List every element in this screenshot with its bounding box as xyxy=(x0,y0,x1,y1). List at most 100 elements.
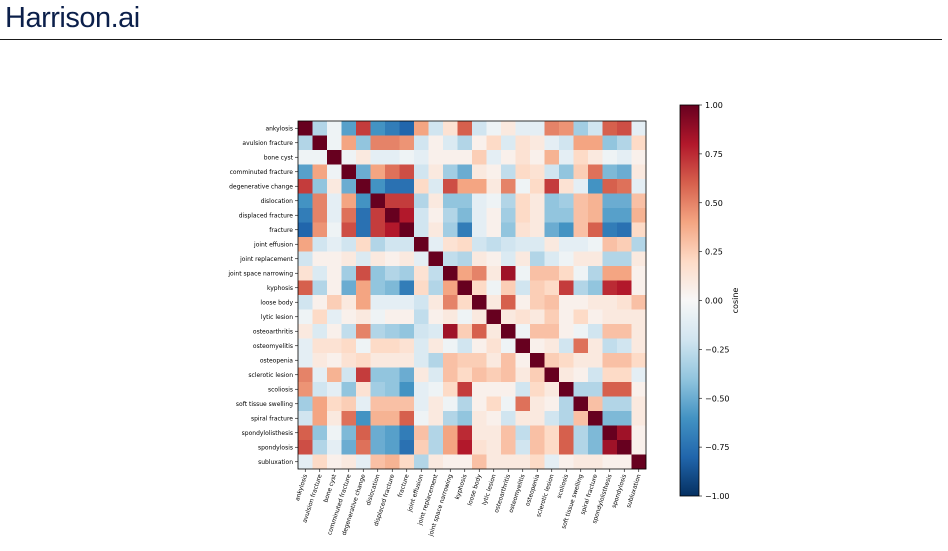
heatmap-cell xyxy=(356,338,371,354)
y-tick-label: osteoarthritis xyxy=(253,328,293,335)
heatmap-cell xyxy=(298,396,313,412)
y-tick-label: spondylolisthesis xyxy=(242,430,293,437)
heatmap-cell xyxy=(298,367,313,383)
heatmap-cell xyxy=(472,411,487,426)
heatmap-cell xyxy=(414,338,429,354)
heatmap-cell xyxy=(486,295,502,310)
heatmap-cell xyxy=(588,338,603,354)
heatmap-cell xyxy=(559,396,574,412)
heatmap-cell xyxy=(443,440,458,455)
heatmap-cell xyxy=(631,150,647,165)
heatmap-cell xyxy=(486,251,502,267)
heatmap-cell xyxy=(544,135,560,151)
heatmap-cell xyxy=(356,121,371,136)
heatmap-cell xyxy=(631,222,647,238)
heatmap-cell xyxy=(588,121,603,136)
heatmap-cell xyxy=(385,382,400,397)
heatmap-cell xyxy=(472,367,487,383)
heatmap-cell xyxy=(472,164,487,180)
heatmap-cell xyxy=(573,251,589,267)
heatmap-cell xyxy=(399,208,415,223)
heatmap-cell xyxy=(443,367,458,383)
heatmap-cell xyxy=(617,454,632,470)
heatmap-cell xyxy=(515,411,531,426)
heatmap-cell xyxy=(457,309,473,325)
heatmap-cell xyxy=(428,266,444,281)
heatmap-cell xyxy=(631,425,647,441)
heatmap-cell xyxy=(559,425,574,441)
heatmap-cell xyxy=(472,353,487,368)
heatmap-cell xyxy=(356,208,371,223)
heatmap-cell xyxy=(443,353,458,368)
heatmap-cell xyxy=(573,222,589,238)
heatmap-cell xyxy=(428,324,444,339)
heatmap-cell xyxy=(341,135,357,151)
heatmap-cell xyxy=(530,440,545,455)
heatmap-cell xyxy=(312,425,328,441)
heatmap-cell xyxy=(617,353,632,368)
heatmap-cell xyxy=(501,353,516,368)
heatmap-cell xyxy=(327,338,342,354)
heatmap-cell xyxy=(617,280,632,296)
heatmap-cell xyxy=(588,208,603,223)
y-tick-label: loose body xyxy=(260,299,293,306)
heatmap-cell xyxy=(486,353,502,368)
heatmap-cell xyxy=(356,353,371,368)
heatmap-cell xyxy=(457,222,473,238)
heatmap-cell xyxy=(298,425,313,441)
heatmap-cell xyxy=(588,309,603,325)
heatmap-cell xyxy=(399,295,415,310)
heatmap-cell xyxy=(298,135,313,151)
heatmap-cell xyxy=(486,411,502,426)
heatmap-cell xyxy=(370,324,386,339)
heatmap-cell xyxy=(501,425,516,441)
heatmap-cell xyxy=(356,454,371,470)
heatmap-cell xyxy=(573,353,589,368)
heatmap-cell xyxy=(327,280,342,296)
heatmap-cell xyxy=(530,382,545,397)
heatmap-cell xyxy=(501,280,516,296)
heatmap-cell xyxy=(617,208,632,223)
heatmap-cell xyxy=(631,309,647,325)
heatmap-cell xyxy=(443,121,458,136)
heatmap-cell xyxy=(573,382,589,397)
heatmap-cell xyxy=(457,382,473,397)
heatmap-cell xyxy=(399,237,415,252)
heatmap-cell xyxy=(312,396,328,412)
y-tick-label: displaced fracture xyxy=(239,212,294,219)
heatmap-cell xyxy=(443,280,458,296)
heatmap-cell xyxy=(602,193,618,209)
heatmap-cell xyxy=(356,396,371,412)
heatmap-cell xyxy=(327,353,342,368)
heatmap-cell xyxy=(399,121,415,136)
heatmap-cell xyxy=(573,411,589,426)
heatmap-cell xyxy=(399,440,415,455)
heatmap-cell xyxy=(472,222,487,238)
heatmap-cell xyxy=(385,367,400,383)
heatmap-cell xyxy=(530,251,545,267)
heatmap-cell xyxy=(312,193,328,209)
heatmap-cell xyxy=(602,179,618,194)
heatmap-cell xyxy=(501,324,516,339)
heatmap-cell xyxy=(631,411,647,426)
heatmap-cell xyxy=(559,237,574,252)
heatmap-cell xyxy=(631,295,647,310)
heatmap-cell xyxy=(457,411,473,426)
heatmap-cell xyxy=(602,135,618,151)
heatmap-cell xyxy=(501,367,516,383)
heatmap-cell xyxy=(588,382,603,397)
heatmap-cell xyxy=(370,222,386,238)
heatmap-cell xyxy=(515,222,531,238)
heatmap-cell xyxy=(631,179,647,194)
heatmap-cell xyxy=(530,309,545,325)
heatmap-cell xyxy=(385,251,400,267)
heatmap-cell xyxy=(602,411,618,426)
heatmap-cell xyxy=(341,353,357,368)
heatmap-cell xyxy=(515,280,531,296)
heatmap-cell xyxy=(472,382,487,397)
heatmap-cell xyxy=(414,179,429,194)
heatmap-cell xyxy=(327,193,342,209)
y-tick-label: fracture xyxy=(269,227,293,234)
heatmap-cell xyxy=(327,295,342,310)
